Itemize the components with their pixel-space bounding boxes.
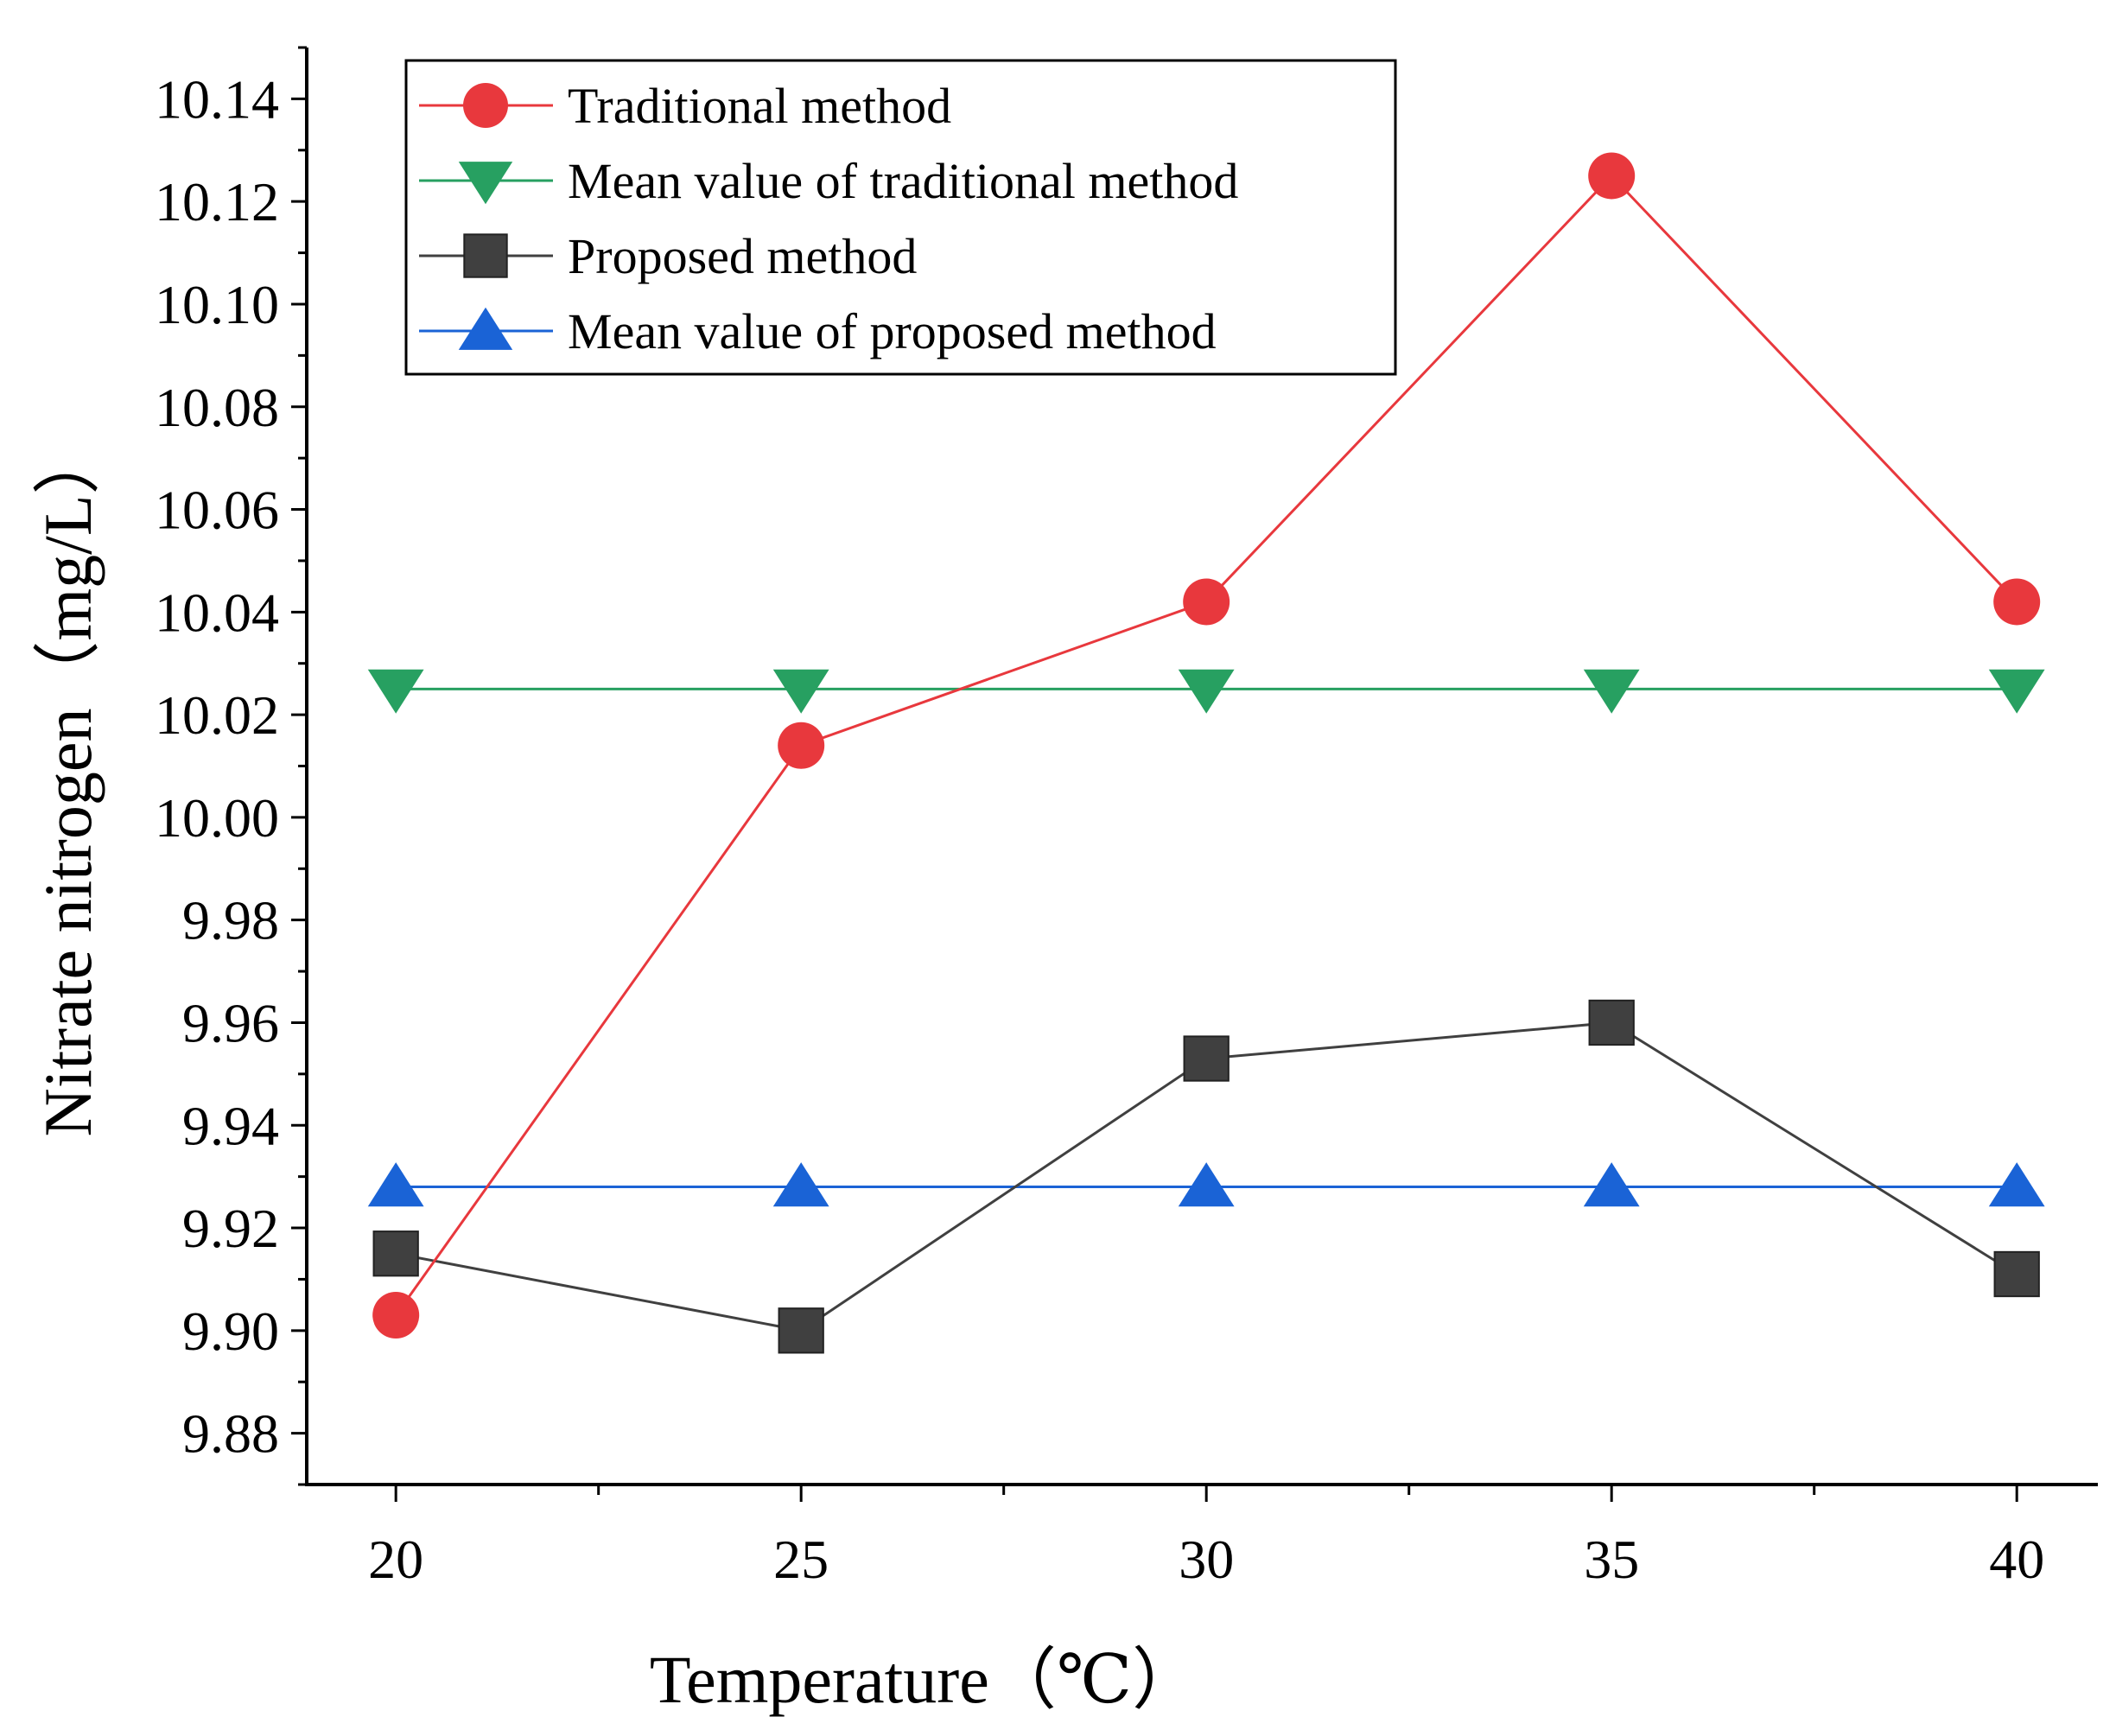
data-point xyxy=(778,722,825,769)
y-tick-label: 9.94 xyxy=(182,1095,279,1156)
data-point xyxy=(772,1162,829,1207)
x-tick-label: 20 xyxy=(368,1529,423,1590)
y-tick-label: 10.02 xyxy=(155,684,279,746)
series-proposed-method xyxy=(372,999,2040,1354)
data-point xyxy=(1988,1162,2045,1207)
legend-item: Mean value of proposed method xyxy=(419,303,1217,359)
data-point xyxy=(367,669,424,714)
y-tick-label: 10.14 xyxy=(155,68,279,130)
y-tick-label: 10.12 xyxy=(155,171,279,232)
data-point xyxy=(1583,1162,1640,1207)
x-tick-label: 35 xyxy=(1584,1529,1639,1590)
data-point xyxy=(778,1307,824,1354)
data-point xyxy=(1178,1162,1235,1207)
y-tick-label: 9.90 xyxy=(182,1300,279,1362)
x-axis-title: Temperature（℃） xyxy=(650,1642,1199,1717)
y-tick-label: 9.88 xyxy=(182,1403,279,1465)
legend-item: Proposed method xyxy=(419,228,917,284)
legend-label: Mean value of proposed method xyxy=(568,303,1217,359)
x-tick-label: 40 xyxy=(1989,1529,2044,1590)
data-point xyxy=(772,669,829,714)
legend-label: Mean value of traditional method xyxy=(568,153,1238,209)
data-point xyxy=(1588,152,1636,200)
series-layer xyxy=(367,152,2045,1354)
legend-box xyxy=(404,59,1397,376)
series-traditional-method xyxy=(372,152,2041,1339)
y-tick-label: 10.08 xyxy=(155,377,279,438)
data-point xyxy=(372,1292,420,1339)
x-tick-label: 30 xyxy=(1179,1529,1234,1590)
axis-titles: Temperature（℃） Nitrate nitrogen（mg/L） xyxy=(30,428,1199,1717)
data-point xyxy=(1583,669,1640,714)
legend-item: Traditional method xyxy=(419,78,951,134)
data-point xyxy=(1183,1035,1230,1082)
legend-marker xyxy=(463,83,508,128)
legend: Traditional method Mean value of traditio… xyxy=(404,59,1397,376)
legend-label: Proposed method xyxy=(568,228,917,284)
series-mean-value-of-proposed-method xyxy=(367,1162,2045,1207)
x-tick-label: 25 xyxy=(773,1529,829,1590)
data-point xyxy=(1178,669,1235,714)
data-point xyxy=(372,1230,419,1277)
y-tick-label: 10.06 xyxy=(155,480,279,541)
data-point xyxy=(1993,1250,2040,1298)
data-point xyxy=(1993,578,2041,626)
legend-marker xyxy=(458,307,513,350)
y-tick-label: 9.92 xyxy=(182,1198,279,1259)
data-point xyxy=(1588,999,1635,1046)
data-point xyxy=(367,1162,424,1207)
legend-marker xyxy=(458,162,513,205)
legend-label: Traditional method xyxy=(568,78,951,134)
y-tick-label: 9.98 xyxy=(182,890,279,951)
series-mean-value-of-traditional-method xyxy=(367,669,2045,714)
y-tick-label: 10.00 xyxy=(155,787,279,849)
y-tick-label: 9.96 xyxy=(182,992,279,1053)
y-axis-title: Nitrate nitrogen（mg/L） xyxy=(30,428,105,1137)
y-tick-label: 10.10 xyxy=(155,274,279,335)
axes: 9.88 9.90 9.92 9.94 9.96 9.98 10.00 10.02 10.04 1… xyxy=(155,46,2098,1590)
data-point xyxy=(1988,669,2045,714)
data-point xyxy=(1183,578,1230,626)
y-tick-label: 10.04 xyxy=(155,582,279,643)
legend-marker xyxy=(463,233,508,278)
legend-item: Mean value of traditional method xyxy=(419,153,1238,209)
